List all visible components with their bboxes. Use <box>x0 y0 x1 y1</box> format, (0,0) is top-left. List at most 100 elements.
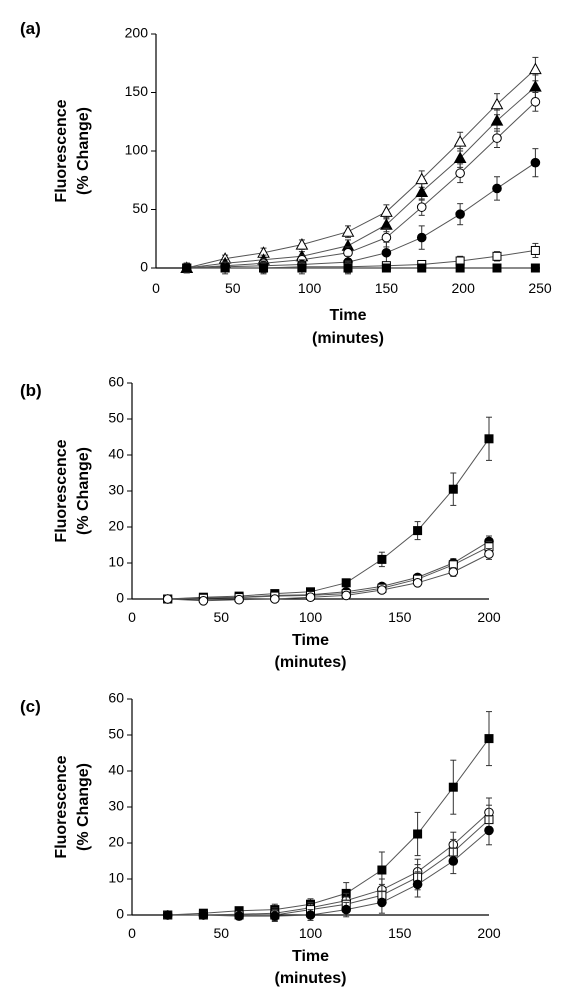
x-tick-label: 150 <box>375 280 399 296</box>
data-point-triangle-open <box>341 225 355 237</box>
data-point-circle-open <box>198 596 209 606</box>
chart-panel-b: (b) 0 10 20 30 40 50 60 0 50 100 150 200 Fluorescence… <box>20 374 501 671</box>
data-point-circle-filled <box>416 232 427 243</box>
data-point-circle-open <box>305 592 316 603</box>
x-axis-title: Time <box>329 307 366 324</box>
data-point-circle-filled <box>530 157 541 168</box>
chart-panel-c: (c) 0 10 20 30 40 50 60 0 50 100 150 200 Fluorescence… <box>20 690 501 987</box>
y-axis-title: Fluorescence <box>53 99 70 202</box>
data-point-triangle-filled <box>453 151 467 164</box>
data-series-circle-filled <box>162 535 494 604</box>
y-tick-label: 20 <box>108 834 124 850</box>
data-series-circle-open <box>162 548 494 606</box>
y-tick-label: 50 <box>108 726 124 742</box>
data-point-circle-filled <box>270 911 280 921</box>
data-point-circle-open <box>341 590 352 601</box>
series-line <box>186 101 536 269</box>
data-point-circle-open <box>492 133 502 143</box>
data-point-triangle-filled <box>490 114 504 126</box>
y-axis-title: (% Change) <box>75 107 92 195</box>
y-tick-label: 0 <box>140 259 148 275</box>
x-tick-label: 0 <box>128 925 136 941</box>
y-tick-label: 60 <box>108 374 124 390</box>
data-point-circle-open <box>484 549 494 559</box>
x-tick-label: 50 <box>213 609 229 625</box>
x-tick-label: 50 <box>225 280 241 296</box>
data-point-square-filled <box>530 263 540 273</box>
y-tick-label: 40 <box>108 446 124 462</box>
y-axis-title: (% Change) <box>75 447 92 535</box>
data-point-square-filled <box>259 263 269 273</box>
data-point-circle-open <box>270 594 280 604</box>
data-point-circle-open <box>448 567 459 577</box>
x-tick-label: 250 <box>528 280 552 296</box>
y-tick-label: 10 <box>108 554 124 570</box>
y-axis-title: Fluorescence <box>53 439 70 542</box>
x-tick-label: 100 <box>298 280 322 296</box>
x-tick-label: 0 <box>128 609 136 625</box>
x-axis-title: Time <box>292 632 329 649</box>
x-tick-label: 200 <box>452 280 476 296</box>
data-point-square-open <box>530 245 540 255</box>
data-point-circle-filled <box>162 910 173 920</box>
x-axis-title: Time <box>292 948 329 965</box>
data-point-circle-open <box>530 97 541 107</box>
data-point-square-filled <box>341 578 351 588</box>
series-line <box>167 819 490 916</box>
data-series-circle-open <box>181 92 541 274</box>
y-tick-label: 50 <box>108 410 124 426</box>
data-point-circle-filled <box>455 209 465 219</box>
x-tick-label: 100 <box>299 925 323 941</box>
y-tick-label: 100 <box>125 142 149 158</box>
data-point-circle-filled <box>305 910 316 920</box>
data-point-square-filled <box>413 526 423 536</box>
data-point-circle-filled <box>412 879 423 890</box>
x-tick-label: 200 <box>477 609 501 625</box>
data-point-circle-filled <box>341 904 352 915</box>
data-point-square-filled <box>182 263 192 273</box>
data-point-square-filled <box>417 263 427 273</box>
data-point-triangle-open <box>453 135 467 147</box>
series-line <box>167 553 490 602</box>
data-point-triangle-open <box>380 205 393 217</box>
data-series-circle-filled <box>181 148 541 274</box>
series-line <box>167 812 490 916</box>
data-series-circle-filled <box>162 815 494 922</box>
data-point-circle-open <box>455 168 465 179</box>
data-point-circle-open <box>381 232 392 243</box>
data-point-square-filled <box>343 263 353 273</box>
data-point-square-filled <box>448 484 458 494</box>
y-tick-label: 10 <box>108 870 124 886</box>
panel-label: (b) <box>20 381 42 400</box>
y-tick-label: 50 <box>132 200 148 216</box>
y-tick-label: 20 <box>108 518 124 534</box>
data-point-triangle-filled <box>415 185 429 197</box>
panel-label: (a) <box>20 19 41 38</box>
data-point-square-filled <box>220 263 230 273</box>
series-line <box>186 68 536 269</box>
data-point-square-filled <box>484 734 494 744</box>
y-tick-label: 200 <box>125 25 149 41</box>
x-axis-title: (minutes) <box>312 330 384 347</box>
data-point-square-filled <box>381 263 391 273</box>
y-tick-label: 60 <box>108 690 124 706</box>
panel-label: (c) <box>20 697 41 716</box>
y-tick-label: 0 <box>116 906 124 922</box>
data-point-square-filled <box>484 434 494 444</box>
data-point-circle-filled <box>198 910 209 920</box>
data-point-circle-filled <box>448 856 459 866</box>
y-tick-label: 0 <box>116 590 124 606</box>
x-tick-label: 100 <box>299 609 323 625</box>
x-tick-label: 50 <box>213 925 229 941</box>
data-point-circle-open <box>377 585 387 595</box>
data-point-triangle-open <box>295 238 309 250</box>
series-line <box>186 162 536 269</box>
data-point-square-filled <box>377 554 387 564</box>
x-tick-label: 150 <box>388 609 412 625</box>
data-series-square-open <box>163 804 494 921</box>
data-point-square-open <box>492 251 502 261</box>
y-tick-label: 30 <box>108 798 124 814</box>
chart-panel-a: (a) 0 50 100 150 200 0 50 100 150 200 250 Fluorescen… <box>20 19 552 347</box>
data-point-circle-filled <box>484 825 494 836</box>
